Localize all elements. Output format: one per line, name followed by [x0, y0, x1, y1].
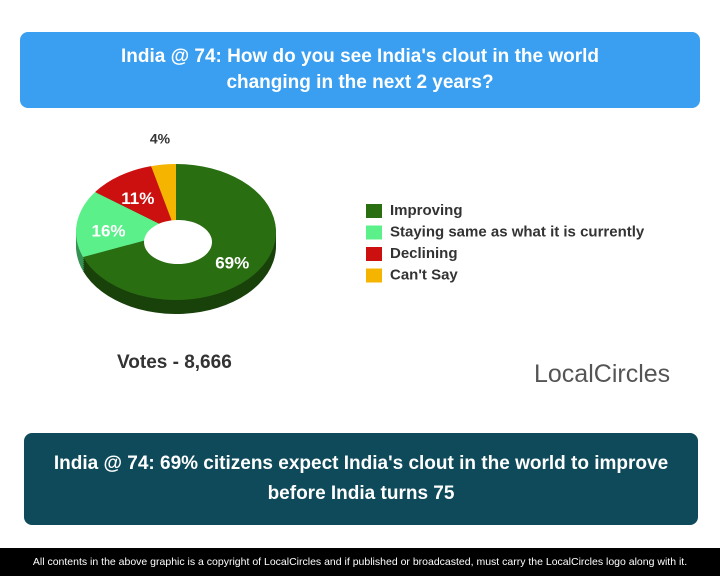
logo: LocalCircles	[534, 360, 671, 388]
votes: Votes - 8,666	[117, 352, 232, 373]
legend-label: Staying same as what it is currently	[390, 223, 645, 240]
legend-swatch	[366, 268, 382, 283]
hole	[144, 220, 212, 264]
legend-label: Declining	[390, 245, 458, 262]
legend-swatch	[366, 204, 382, 218]
data-label: 11%	[121, 189, 154, 208]
legend-swatch	[366, 247, 382, 261]
conclusion: India @ 74: 69% citizens expect India's …	[24, 433, 698, 525]
data-label: 16%	[92, 222, 126, 241]
footer: All contents in the above graphic is a c…	[0, 548, 720, 576]
legend-label: Improving	[390, 202, 463, 219]
data-label: 4%	[150, 130, 171, 146]
slice	[76, 192, 176, 258]
legend-label: Can't Say	[390, 266, 458, 283]
legend-swatch	[366, 225, 382, 240]
slice	[151, 164, 176, 232]
chart-title: India @ 74: How do you see India's clout…	[20, 32, 700, 108]
data-label: 69%	[215, 253, 249, 272]
slice	[95, 166, 176, 232]
